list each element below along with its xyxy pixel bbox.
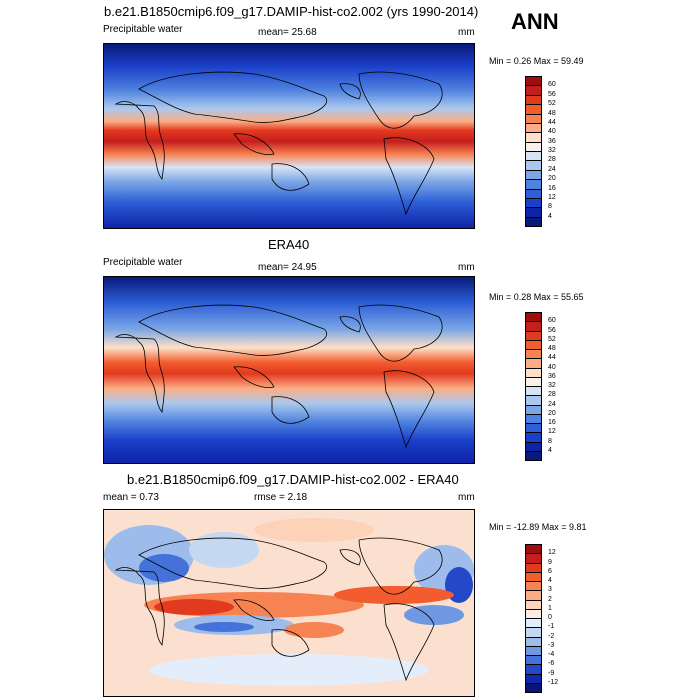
colorbar-tick-label: -4 bbox=[548, 651, 555, 658]
colorbar-tick-label: 6 bbox=[548, 567, 552, 575]
colorbar-box bbox=[525, 450, 542, 461]
colorbar-tick-label: 12 bbox=[548, 549, 556, 557]
panel2-min-max-stats: Min = 0.28 Max = 55.65 bbox=[489, 292, 584, 302]
colorbar-tick-label: -3 bbox=[548, 641, 555, 649]
colorbar-tick-label: -2 bbox=[548, 632, 555, 640]
colorbar-tick-label: 8 bbox=[548, 203, 552, 211]
colorbar-tick-label: -12 bbox=[548, 678, 559, 686]
panel3-mean-label: mean = 0.73 bbox=[103, 492, 159, 503]
colorbar-tick-label: 12 bbox=[548, 193, 556, 201]
colorbar-tick-label: 9 bbox=[548, 558, 552, 566]
colorbar-tick-label: 20 bbox=[548, 409, 556, 417]
panel3-rmse-label: rmse = 2.18 bbox=[254, 492, 308, 503]
panel1-mean-label: mean= 25.68 bbox=[258, 27, 317, 38]
colorbar-tick-label: 52 bbox=[548, 100, 556, 108]
colorbar-tick-label: 60 bbox=[548, 81, 556, 89]
colorbar-tick-label: 44 bbox=[548, 354, 556, 362]
colorbar-tick-label: 4 bbox=[548, 212, 552, 220]
colorbar-tick-label: -9 bbox=[548, 669, 555, 677]
colorbar-tick-label: 20 bbox=[548, 175, 556, 183]
colorbar-tick-label: 28 bbox=[548, 156, 556, 164]
colorbar-tick-label: 36 bbox=[548, 137, 556, 145]
colorbar-tick-label: 32 bbox=[548, 147, 556, 154]
colorbar-box bbox=[525, 682, 542, 693]
colorbar-tick-label: 48 bbox=[548, 109, 556, 117]
panel3-coastlines bbox=[114, 537, 443, 682]
colorbar-tick-label: 48 bbox=[548, 345, 556, 352]
colorbar-tick-label: 24 bbox=[548, 165, 556, 173]
season-label: ANN bbox=[511, 9, 559, 34]
panel3-units-label: mm bbox=[458, 492, 475, 503]
main-title: b.e21.B1850cmip6.f09_g17.DAMIP-hist-co2.… bbox=[104, 4, 479, 19]
panel3-title: b.e21.B1850cmip6.f09_g17.DAMIP-hist-co2.… bbox=[127, 472, 459, 487]
panel1-colorbar: 60 56 52 48 44 40 36 32 28 24 20 16 12 8 4 bbox=[525, 76, 556, 227]
colorbar-tick-label: 56 bbox=[548, 326, 556, 334]
colorbar-tick-label: 28 bbox=[548, 391, 556, 399]
panel2-colorbar: 60 56 52 48 44 40 36 32 28 24 20 16 12 8 4 bbox=[525, 312, 556, 461]
colorbar-tick-label: 1 bbox=[548, 604, 552, 612]
colorbar-tick-label: 16 bbox=[548, 419, 556, 426]
colorbar-tick-label: 24 bbox=[548, 400, 556, 408]
colorbar-tick-label: 40 bbox=[548, 128, 556, 136]
colorbar-tick-label: 40 bbox=[548, 363, 556, 371]
colorbar-tick-label: -6 bbox=[548, 660, 555, 668]
colorbar-tick-label: 2 bbox=[548, 595, 552, 603]
colorbar-tick-label: 32 bbox=[548, 382, 556, 389]
colorbar-tick-label: 4 bbox=[548, 446, 552, 454]
panel2-mean-label: mean= 24.95 bbox=[258, 262, 317, 273]
panel1-coastlines bbox=[114, 71, 443, 216]
panel1-min-max-stats: Min = 0.26 Max = 59.49 bbox=[489, 56, 584, 66]
panel2-units-label: mm bbox=[458, 262, 475, 273]
colorbar-tick-label: 8 bbox=[548, 437, 552, 445]
colorbar-tick-label: 16 bbox=[548, 184, 556, 192]
panel1-units-label: mm bbox=[458, 27, 475, 38]
colorbar-tick-label: 4 bbox=[548, 577, 552, 584]
panel3-colorbar: 12 9 6 4 3 2 1 0 -1 -2 -3 -4 -6 -9 -12 bbox=[525, 544, 558, 693]
panel3-map bbox=[103, 509, 475, 697]
colorbar-tick-label: 60 bbox=[548, 317, 556, 325]
colorbar-tick-label: 12 bbox=[548, 428, 556, 436]
panel2-coastlines bbox=[114, 304, 443, 449]
panel3-anomaly-field bbox=[104, 518, 474, 686]
panel2-map bbox=[103, 276, 475, 464]
panel1-variable-label: Precipitable water bbox=[103, 24, 183, 35]
colorbar-box bbox=[525, 216, 542, 227]
colorbar-tick-label: 36 bbox=[548, 372, 556, 380]
colorbar-tick-label: 0 bbox=[548, 614, 552, 621]
panel1-map bbox=[103, 43, 475, 229]
panel3-min-max-stats: Min = -12.89 Max = 9.81 bbox=[489, 522, 587, 532]
panel2-title: ERA40 bbox=[268, 237, 310, 252]
colorbar-tick-label: 3 bbox=[548, 586, 552, 594]
colorbar-tick-label: 56 bbox=[548, 90, 556, 98]
panel2-variable-label: Precipitable water bbox=[103, 257, 183, 268]
colorbar-tick-label: 52 bbox=[548, 335, 556, 343]
colorbar-tick-label: 44 bbox=[548, 118, 556, 126]
colorbar-tick-label: -1 bbox=[548, 623, 555, 631]
